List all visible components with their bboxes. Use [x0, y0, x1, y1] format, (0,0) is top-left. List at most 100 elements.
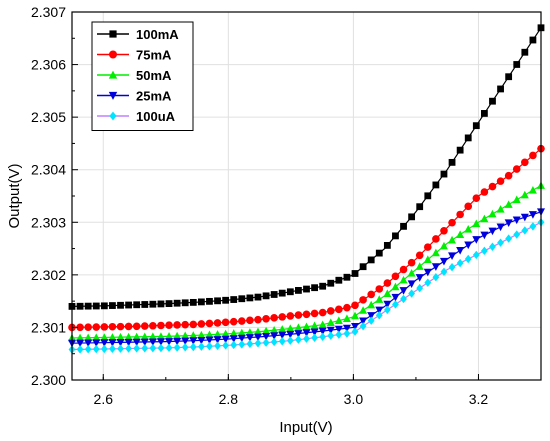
data-point	[222, 296, 230, 304]
data-point	[84, 323, 92, 331]
data-point	[488, 209, 497, 218]
series-50mA	[68, 181, 545, 342]
data-point	[480, 110, 488, 117]
data-point	[76, 333, 85, 342]
data-point	[480, 246, 488, 256]
data-point	[108, 322, 117, 331]
data-point	[318, 320, 327, 329]
legend: 100mA 75mA 50mA 25mA 100uA	[91, 21, 194, 131]
data-point	[84, 333, 93, 342]
data-point	[375, 249, 383, 257]
data-point	[294, 323, 303, 331]
data-point	[302, 310, 311, 319]
y-tick-label: 2.307	[31, 4, 66, 20]
legend-box	[91, 21, 194, 131]
data-point	[407, 258, 416, 267]
data-point	[472, 122, 480, 130]
data-point	[415, 262, 424, 270]
data-point	[76, 323, 84, 332]
data-point	[359, 306, 368, 314]
data-point	[391, 293, 400, 302]
data-point	[165, 343, 173, 353]
legend-label: 75mA	[136, 48, 172, 63]
data-point	[206, 342, 213, 351]
data-point	[375, 311, 383, 320]
data-point	[132, 332, 141, 341]
data-point	[214, 297, 221, 305]
data-point	[262, 292, 270, 300]
data-point	[229, 329, 238, 337]
data-point	[205, 336, 214, 345]
data-point	[528, 186, 537, 194]
data-point	[423, 255, 432, 264]
data-point	[505, 73, 513, 81]
data-point	[359, 263, 367, 271]
y-tick-label: 2.306	[31, 57, 66, 73]
data-point	[480, 214, 489, 223]
data-point	[399, 265, 408, 274]
data-point	[521, 226, 529, 235]
y-tick-label: 2.302	[31, 267, 66, 283]
data-point	[189, 331, 198, 339]
data-point	[92, 333, 101, 341]
data-point	[415, 274, 424, 282]
data-point	[311, 284, 318, 292]
data-point	[262, 338, 270, 347]
data-point	[109, 344, 116, 354]
data-point	[513, 61, 521, 68]
data-point	[391, 282, 400, 291]
data-point	[318, 308, 327, 317]
data-point	[133, 344, 141, 353]
data-point	[505, 234, 513, 243]
data-point	[489, 97, 496, 105]
data-point	[270, 325, 279, 334]
data-point	[148, 332, 157, 340]
data-point	[133, 301, 141, 309]
data-point	[472, 219, 481, 228]
data-point	[100, 323, 109, 331]
data-point	[132, 338, 141, 347]
data-point	[286, 288, 294, 296]
data-point	[173, 321, 181, 329]
data-point	[125, 301, 133, 309]
data-point	[327, 279, 335, 287]
data-point	[415, 251, 424, 260]
data-point	[238, 295, 246, 303]
data-point	[359, 321, 367, 331]
legend-label: 25mA	[136, 89, 172, 104]
data-point	[197, 320, 206, 328]
data-point	[440, 170, 448, 178]
data-point	[84, 339, 93, 348]
data-point	[245, 328, 254, 336]
data-point	[286, 312, 295, 320]
data-point	[140, 322, 149, 330]
y-tick-label: 2.300	[31, 372, 66, 388]
data-point	[343, 329, 351, 338]
data-point	[270, 332, 279, 340]
data-point	[294, 311, 303, 319]
legend-marker	[109, 30, 117, 38]
series-75mA	[68, 144, 545, 332]
data-point	[221, 329, 230, 338]
data-point	[124, 338, 133, 347]
data-point	[214, 341, 221, 351]
data-point	[472, 236, 481, 244]
series-25mA	[68, 208, 545, 348]
data-point	[124, 332, 133, 341]
legend-marker	[108, 70, 118, 79]
series-100uA	[68, 218, 545, 354]
data-point	[343, 303, 351, 312]
x-tick-label: 2.6	[94, 391, 114, 407]
legend-item: 25mA	[97, 89, 172, 104]
data-point	[278, 331, 287, 340]
data-point	[310, 321, 319, 330]
data-point	[416, 283, 424, 293]
data-point	[108, 333, 117, 341]
data-point	[213, 336, 222, 344]
data-point	[173, 331, 182, 340]
data-point	[383, 305, 391, 315]
data-point	[359, 296, 367, 304]
data-point	[512, 195, 521, 204]
data-point	[92, 302, 100, 310]
